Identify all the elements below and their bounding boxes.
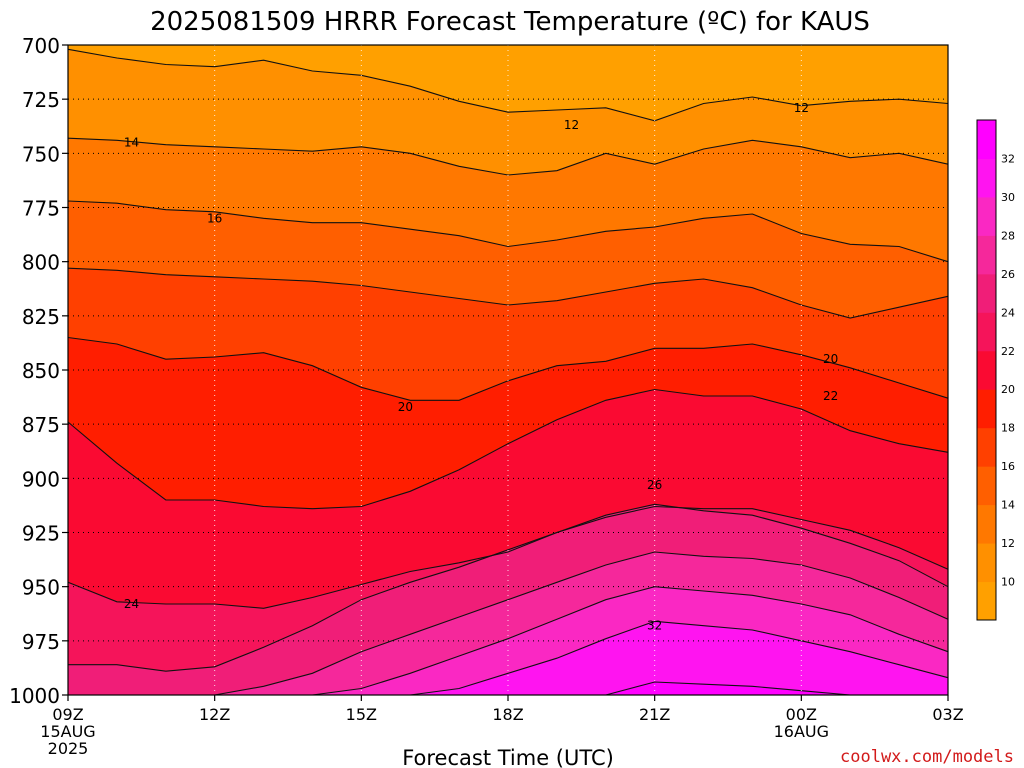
y-tick-label: 875 <box>22 413 60 437</box>
contour-label: 24 <box>124 597 139 611</box>
x-tick-label: 09Z <box>52 705 83 724</box>
chart-title: 2025081509 HRRR Forecast Temperature (ºC… <box>150 7 870 37</box>
y-tick-label: 925 <box>22 522 60 546</box>
x-tick-label: 12Z <box>199 705 230 724</box>
y-tick-label: 775 <box>22 197 60 221</box>
isotherm-16 <box>67 200 949 263</box>
y-tick-label: 750 <box>22 142 60 166</box>
x-tick-label: 21Z <box>639 705 670 724</box>
colorbar-tick-label: 24 <box>1001 306 1015 319</box>
axes: 700 725 750 775 800 825 850 875 900 925 950 975 1000… <box>9 34 964 758</box>
isotherm-26 <box>68 503 949 672</box>
colorbar-tick-label: 30 <box>1001 191 1015 204</box>
colorbar-tick-label: 18 <box>1001 422 1015 435</box>
colorbar-segment <box>977 504 996 544</box>
colorbar-border <box>976 119 997 621</box>
contour-label: 32 <box>647 619 662 633</box>
contour-label: 14 <box>124 136 139 150</box>
colorbar-tick-label: 22 <box>1001 345 1015 358</box>
y-tick-label: 800 <box>22 251 60 275</box>
temperature-band <box>68 621 948 695</box>
contour-label: 22 <box>823 389 838 403</box>
colorbar-tick-label: 32 <box>1001 152 1015 165</box>
colorbar-segment <box>977 543 996 583</box>
colorbar: 10 12 14 16 18 20 22 24 26 28 30 32 <box>976 119 1015 621</box>
colorbar-segment <box>977 120 996 159</box>
isotherm-24 <box>67 505 949 609</box>
colorbar-segment <box>977 273 996 313</box>
contour-label: 16 <box>207 211 222 225</box>
y-tick-label: 725 <box>22 88 60 112</box>
contour-label: 26 <box>647 478 662 492</box>
plot-area <box>68 45 948 696</box>
credit-text: coolwx.com/models <box>840 747 1014 767</box>
colorbar-segment <box>977 427 996 467</box>
contour-label: 20 <box>398 400 413 414</box>
x-tick-label: 03Z <box>932 705 963 724</box>
y-tick-label: 825 <box>22 305 60 329</box>
x-tick-label: 18Z <box>492 705 523 724</box>
x-tick-label: 15Z <box>346 705 377 724</box>
colorbar-tick-label: 28 <box>1001 229 1015 242</box>
colorbar-segment <box>977 196 996 236</box>
y-tick-label: 975 <box>22 630 60 654</box>
colorbar-segment <box>977 581 996 621</box>
colorbar-segment <box>977 312 996 352</box>
x-tick-label: 00Z <box>786 705 817 724</box>
colorbar-segment <box>977 235 996 275</box>
contour-label: 12 <box>794 101 809 115</box>
y-tick-label: 900 <box>22 467 60 491</box>
y-tick-label: 1000 <box>9 684 60 708</box>
y-tick-label: 850 <box>22 359 60 383</box>
contour-label: 20 <box>823 352 838 366</box>
x-date-label: 15AUG <box>40 722 95 741</box>
colorbar-segment <box>977 466 996 506</box>
colorbar-segment <box>977 389 996 429</box>
colorbar-segment <box>977 350 996 390</box>
x-date-label: 16AUG <box>774 722 829 741</box>
contour-label: 12 <box>564 118 579 132</box>
contour-labels: 12 12 14 16 20 20 22 24 26 32 <box>124 101 838 633</box>
y-tick-label: 700 <box>22 34 60 58</box>
colorbar-tick-label: 10 <box>1001 576 1015 589</box>
x-axis-label: Forecast Time (UTC) <box>402 746 614 768</box>
colorbar-tick-label: 16 <box>1001 460 1015 473</box>
colorbar-segment <box>977 158 996 198</box>
colorbar-tick-label: 12 <box>1001 537 1015 550</box>
x-date-label: 2025 <box>48 739 89 758</box>
colorbar-tick-label: 26 <box>1001 268 1015 281</box>
y-tick-label: 950 <box>22 576 60 600</box>
colorbar-tick-label: 20 <box>1001 383 1015 396</box>
colorbar-tick-label: 14 <box>1001 499 1015 512</box>
